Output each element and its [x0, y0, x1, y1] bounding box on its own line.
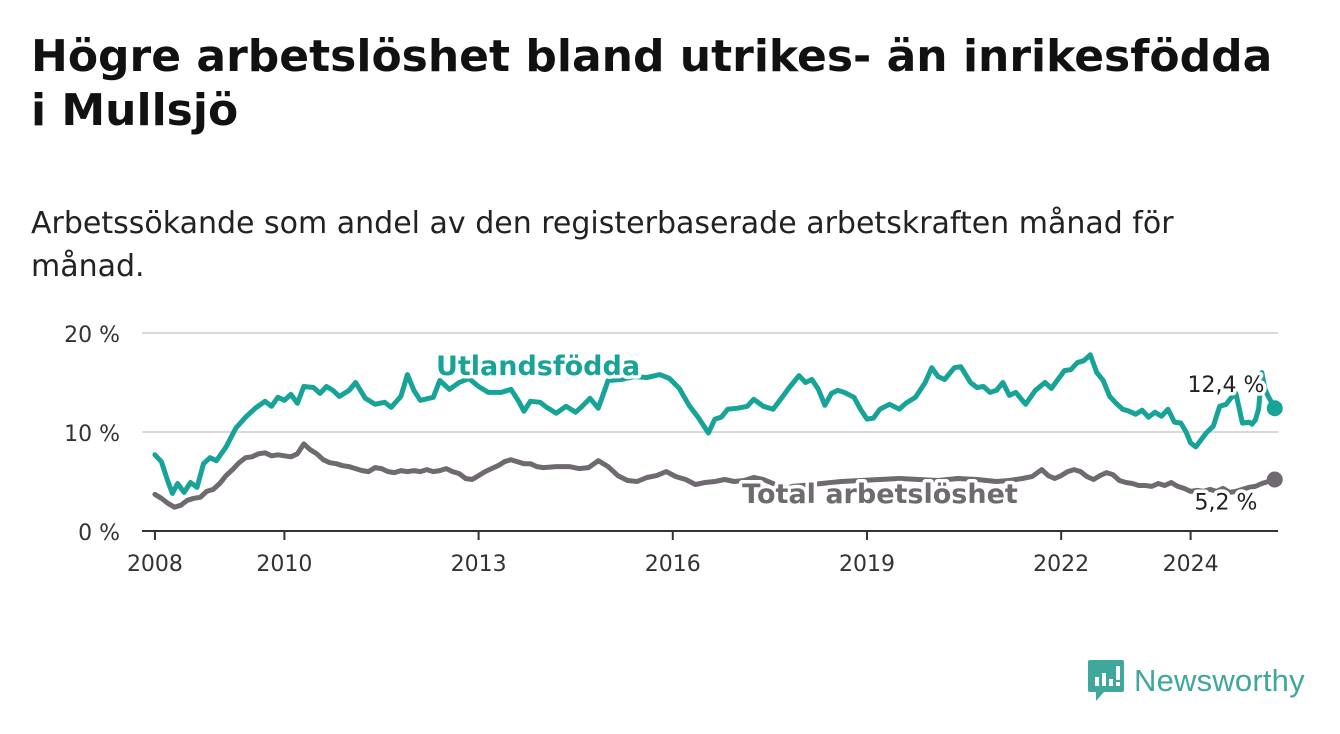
y-tick-label: 10 % — [64, 422, 120, 447]
x-tick-label: 2016 — [645, 552, 701, 577]
chart-title: Högre arbetslöshet bland utrikes- än inr… — [31, 31, 1273, 136]
series-end-marker — [1266, 471, 1283, 488]
series-line-total — [152, 441, 1278, 510]
series-end-marker — [1266, 400, 1283, 417]
series-label-utlandsfodda: Utlandsfödda — [436, 351, 640, 382]
newsworthy-logo-icon — [1088, 660, 1124, 701]
x-tick-label: 2010 — [256, 552, 312, 577]
end-label-total: 5,2 % — [1195, 491, 1258, 516]
y-tick-label: 0 % — [78, 521, 120, 546]
x-tick-label: 2019 — [839, 552, 895, 577]
end-label-utlandsfodda: 12,4 % — [1188, 373, 1265, 398]
series-lines — [152, 352, 1283, 510]
grid-lines — [142, 332, 1278, 433]
x-tick-label: 2024 — [1163, 552, 1219, 577]
x-tick-label: 2008 — [127, 552, 183, 577]
y-tick-label: 20 % — [64, 323, 120, 348]
series-labels: Utlandsfödda Total arbetslöshet 12,4 % 5,2 … — [432, 348, 1268, 520]
series-label-total: Total arbetslöshet — [742, 479, 1018, 510]
axes: 0 % 10 % 20 % 2008 2010 2013 2016 2019 2022 2024 — [64, 323, 1278, 577]
chart-subtitle: Arbetssökande som andel av den registerb… — [31, 206, 1174, 284]
line-chart: 0 %10 %20 %2008 2010 2013 2016 2019 2022 2024 … — [64, 323, 1283, 577]
series-line-utlandsfodda — [152, 352, 1278, 496]
brand-logo: Newsworthy — [1088, 660, 1305, 702]
x-tick-label: 2022 — [1033, 552, 1089, 577]
x-tick-label: 2013 — [451, 552, 507, 577]
brand-name: Newsworthy — [1134, 663, 1305, 698]
